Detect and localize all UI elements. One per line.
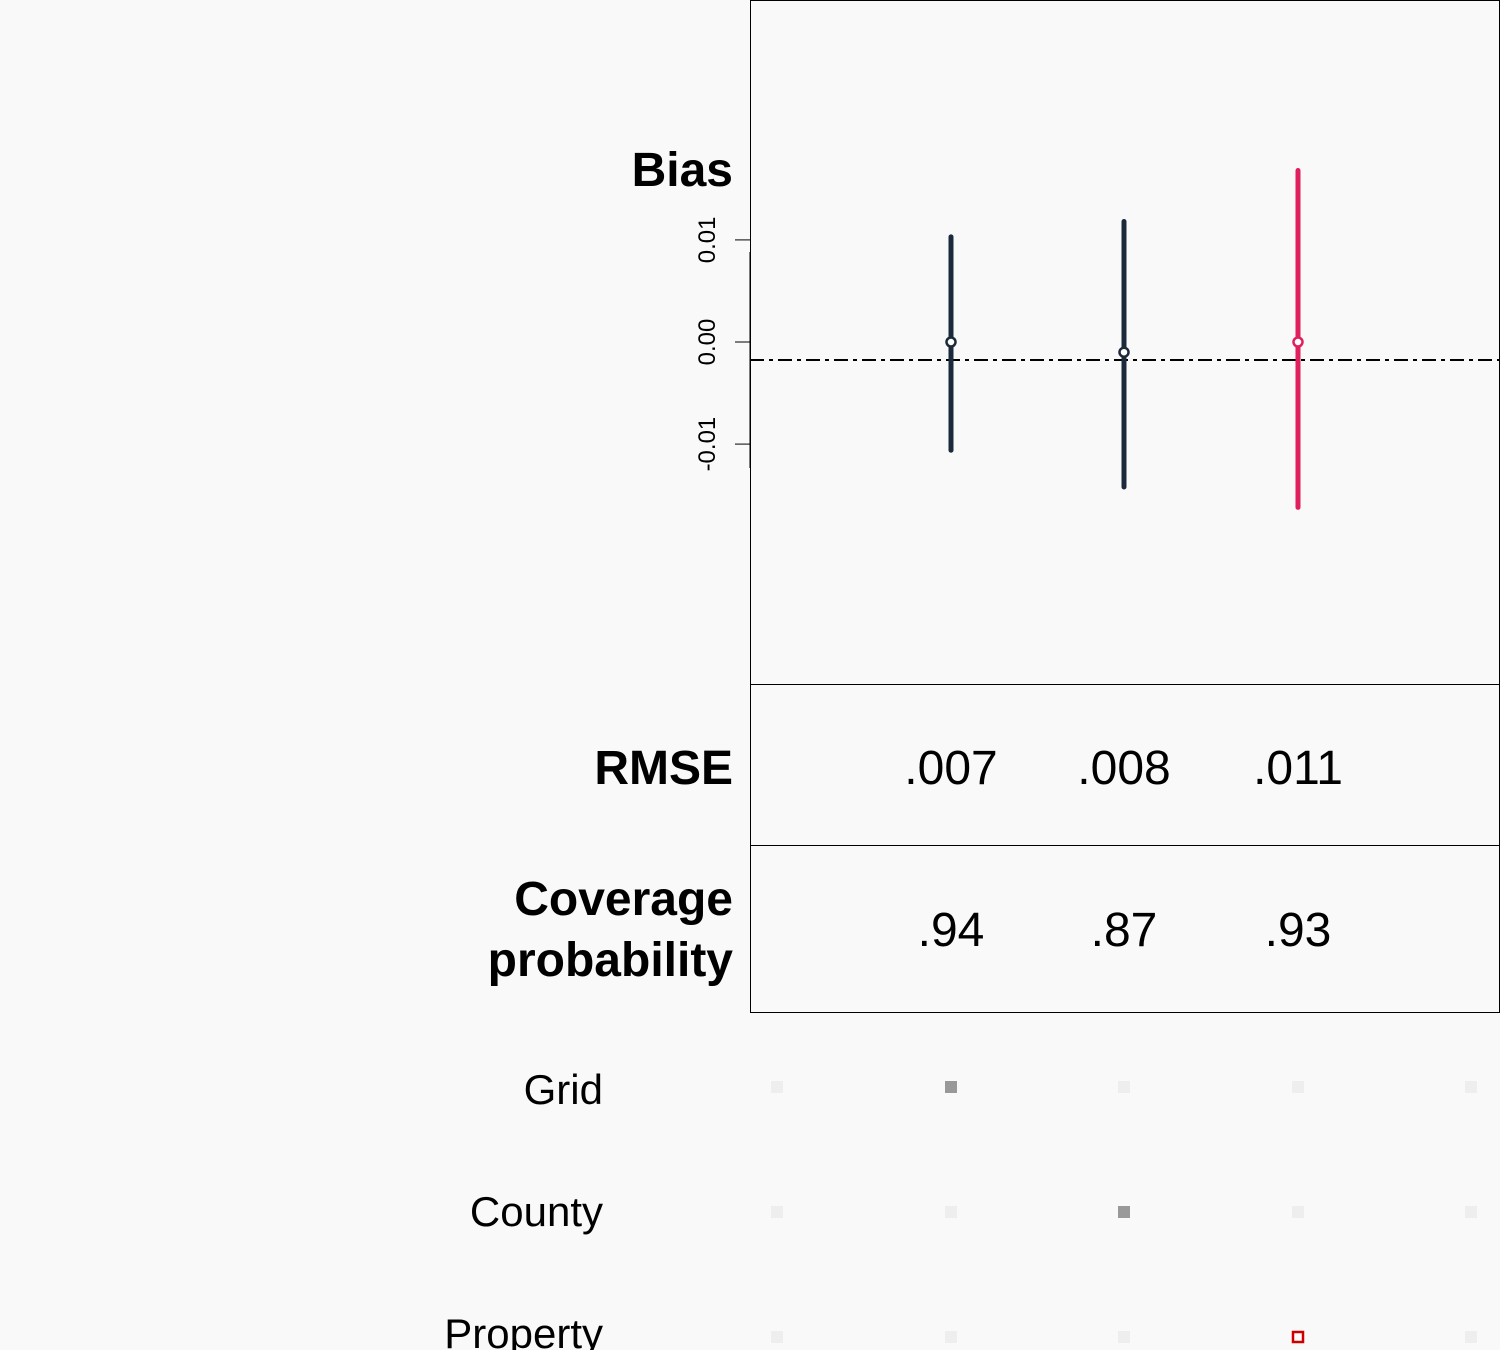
- indicator-cell-off: [1292, 1206, 1304, 1218]
- indicator-cell-highlight: [1291, 1330, 1305, 1344]
- coverage-title-line1: Coverage: [514, 873, 733, 926]
- coverage-title-line2: probability: [488, 934, 734, 987]
- bias-title: Bias: [632, 144, 733, 197]
- indicator-cell-off: [1465, 1206, 1477, 1218]
- indicator-label-county: County: [470, 1188, 603, 1235]
- coverage-panel: Coverage probability .94 .87 .93: [488, 845, 1500, 1013]
- rmse-value-1: .007: [904, 742, 997, 795]
- indicator-label-property: Property: [444, 1310, 603, 1350]
- indicator-cell-off: [1292, 1081, 1304, 1093]
- indicator-cell-off: [945, 1206, 957, 1218]
- indicator-cell-off: [771, 1331, 783, 1343]
- indicator-marks: [771, 1081, 1477, 1344]
- indicator-cell-off: [771, 1081, 783, 1093]
- rmse-value-2: .008: [1077, 742, 1170, 795]
- indicator-label-grid: Grid: [524, 1066, 603, 1113]
- coverage-value-2: .87: [1091, 904, 1158, 957]
- indicator-cell-on: [945, 1081, 957, 1093]
- coverage-value-1: .94: [918, 904, 985, 957]
- indicator-cell-on: [1118, 1206, 1130, 1218]
- y-tick-label: 0.01: [694, 217, 721, 264]
- rmse-panel: RMSE .007 .008 .011: [594, 684, 1500, 846]
- bias-point: [945, 336, 957, 348]
- indicator-cell-off: [1118, 1081, 1130, 1093]
- indicator-cell-off: [771, 1206, 783, 1218]
- indicator-cell-off: [1118, 1331, 1130, 1343]
- rmse-value-3: .011: [1253, 742, 1343, 795]
- indicator-cell-off: [945, 1331, 957, 1343]
- indicator-cell-off: [1465, 1081, 1477, 1093]
- bias-marks: [945, 167, 1304, 510]
- indicator-cell-off: [1465, 1331, 1477, 1343]
- y-ticks: -0.01 0.00 0.01: [694, 217, 750, 472]
- bias-point: [1292, 336, 1304, 348]
- rmse-title: RMSE: [594, 742, 733, 795]
- coverage-value-3: .93: [1265, 904, 1332, 957]
- bias-point: [1118, 346, 1130, 358]
- y-tick-label: -0.01: [694, 417, 721, 472]
- y-tick-label: 0.00: [694, 319, 721, 366]
- indicator-panel: Grid County Property: [444, 1066, 1477, 1350]
- bias-panel: Bias -0.01 0.00 0.01: [632, 0, 1500, 685]
